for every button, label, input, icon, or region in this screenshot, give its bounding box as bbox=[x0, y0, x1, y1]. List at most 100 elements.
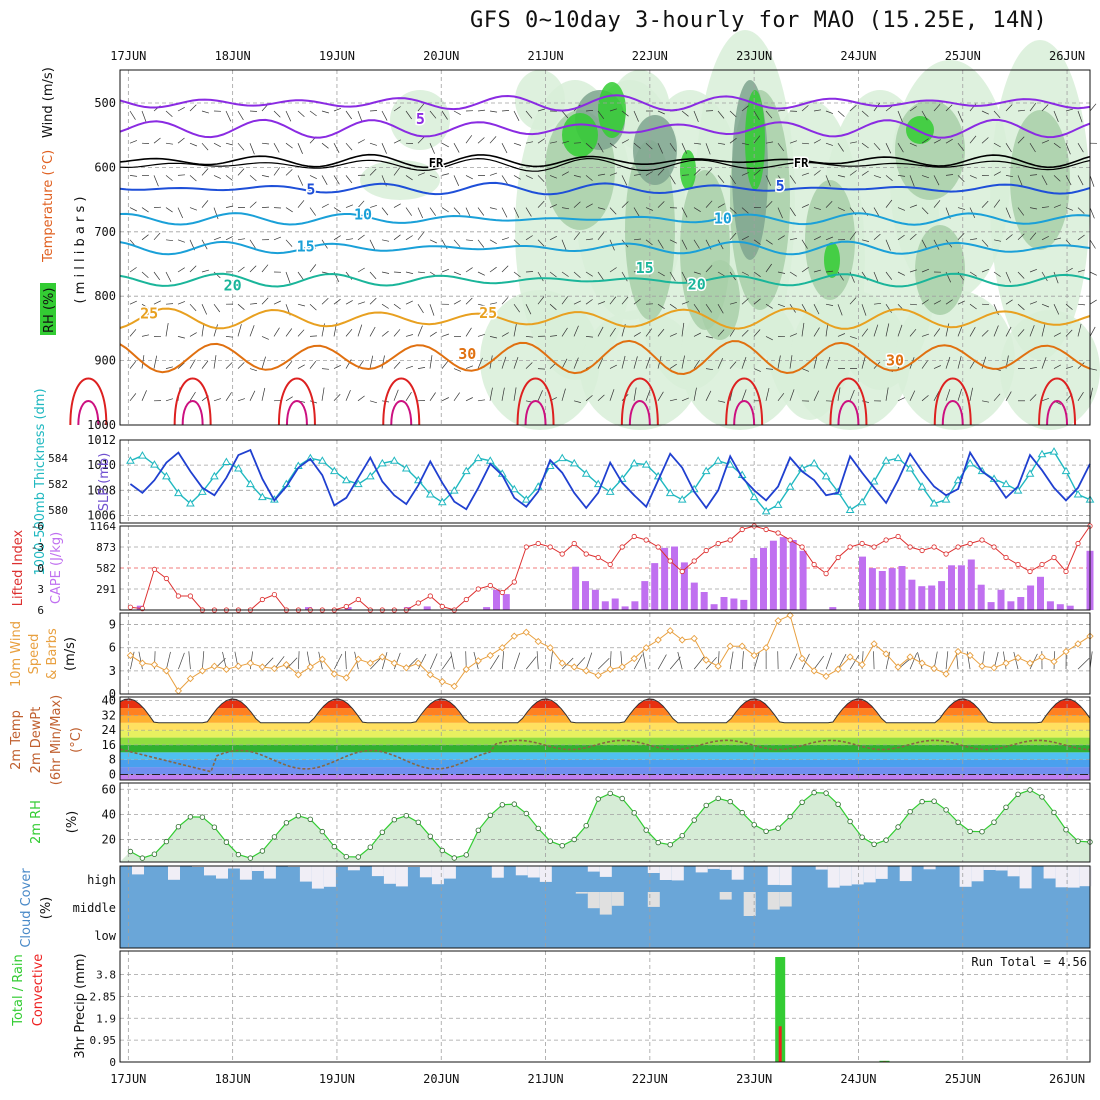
wind-barb bbox=[177, 106, 185, 112]
wind-barb bbox=[825, 142, 834, 146]
wind-barb bbox=[165, 239, 174, 242]
lifted-index-point bbox=[1015, 561, 1021, 568]
wind-barb bbox=[633, 268, 641, 273]
day-label-bottom: 25JUN bbox=[945, 1072, 981, 1086]
wind-barb bbox=[897, 271, 905, 276]
wind-barb bbox=[765, 239, 773, 245]
wind10m-axis-label: (m/s) bbox=[63, 637, 78, 671]
rh2m-point bbox=[703, 802, 709, 809]
rh2m-point bbox=[151, 851, 158, 857]
wind-barb bbox=[177, 207, 184, 219]
wind-barb bbox=[1053, 364, 1061, 369]
wind-barb bbox=[669, 303, 677, 309]
cloud-middle-gap bbox=[767, 892, 780, 910]
wind-barb bbox=[957, 175, 965, 182]
wind-barb bbox=[561, 171, 569, 176]
cape-bar bbox=[1066, 605, 1074, 610]
wind-barb bbox=[429, 392, 436, 401]
lifted-index-point bbox=[655, 544, 661, 550]
wind-barb bbox=[897, 143, 904, 153]
wind-barb bbox=[777, 207, 783, 219]
wind-barb bbox=[573, 357, 579, 369]
wind-barb bbox=[645, 239, 653, 246]
thickness-point bbox=[965, 458, 975, 467]
temp-tick-label: 32 bbox=[102, 708, 116, 722]
wind-barb bbox=[1017, 175, 1023, 187]
wind-barb bbox=[213, 398, 222, 402]
wind-barb bbox=[561, 388, 566, 401]
wind-barb bbox=[645, 207, 654, 211]
wind-barb-10m bbox=[501, 651, 504, 670]
wind-barb bbox=[1065, 143, 1071, 155]
wind-barb bbox=[801, 142, 810, 145]
temp-contour-35 bbox=[933, 377, 972, 426]
wind-barb bbox=[933, 239, 940, 250]
cape-bar bbox=[621, 606, 629, 610]
rh2m-tick-label: 60 bbox=[102, 782, 116, 796]
wind-barb-10m bbox=[286, 657, 298, 670]
lifted-index-point bbox=[943, 551, 949, 557]
wind-barb bbox=[609, 142, 617, 149]
wind-barb bbox=[465, 297, 473, 305]
temp-contour-35 bbox=[829, 377, 868, 426]
wind-barb bbox=[1089, 271, 1097, 276]
wind-barb bbox=[189, 265, 197, 273]
wind-barb bbox=[249, 368, 258, 372]
rh2m-point bbox=[355, 854, 361, 860]
wind-barb bbox=[1029, 102, 1037, 112]
wind-barb bbox=[321, 387, 325, 401]
wind-barb bbox=[729, 232, 737, 241]
wind-barb bbox=[309, 360, 317, 369]
cloud-high-gap bbox=[767, 866, 780, 885]
contour-label: 5 bbox=[776, 177, 785, 195]
wind-barb-10m bbox=[801, 653, 810, 670]
wind-barb bbox=[369, 239, 376, 250]
pressure-tick-label: 800 bbox=[94, 289, 116, 303]
wind-barb bbox=[741, 271, 749, 276]
wind-speed-point bbox=[330, 670, 338, 678]
thickness-point bbox=[1001, 479, 1011, 488]
wind-barb bbox=[1017, 109, 1026, 112]
rh2m-point bbox=[679, 833, 685, 839]
wind-speed-point bbox=[654, 636, 662, 644]
wind-barb bbox=[285, 239, 293, 247]
wind-barb bbox=[693, 332, 701, 337]
wind-barb bbox=[981, 329, 989, 337]
wind-barb bbox=[825, 270, 834, 273]
wind-barb bbox=[765, 141, 774, 144]
li-tick-label: -6 bbox=[31, 520, 44, 533]
wind-barb bbox=[129, 329, 137, 337]
wind-barb bbox=[489, 336, 498, 339]
wind-speed-point bbox=[462, 665, 470, 673]
temp-contour-40 bbox=[837, 400, 860, 426]
wind-speed-point bbox=[498, 644, 506, 652]
wind-barb bbox=[993, 199, 1001, 208]
lifted-index-point bbox=[547, 544, 553, 550]
cloud-high-gap bbox=[875, 866, 888, 879]
thickness-point bbox=[377, 458, 387, 467]
wind-barb bbox=[837, 333, 846, 337]
thickness-point bbox=[773, 500, 783, 508]
wind-barb bbox=[333, 394, 341, 402]
thickness-point bbox=[186, 499, 195, 507]
wind-barb bbox=[309, 239, 316, 249]
cloud-high-gap bbox=[347, 866, 360, 871]
wind-barb bbox=[813, 139, 821, 144]
wind-barb bbox=[405, 392, 412, 401]
wind-barb bbox=[825, 303, 834, 306]
lifted-index-point bbox=[271, 591, 277, 598]
wind-barb bbox=[1005, 299, 1013, 305]
wind-barb-10m bbox=[489, 655, 500, 670]
cape-bar bbox=[680, 562, 688, 610]
wind-speed-point bbox=[822, 672, 830, 680]
wind-barb bbox=[165, 323, 169, 337]
wind-speed-point bbox=[1050, 657, 1058, 666]
rh2m-area bbox=[120, 790, 1090, 862]
wind-barb bbox=[561, 296, 569, 305]
cloud-middle-gap bbox=[611, 892, 624, 906]
wind-barb bbox=[837, 175, 846, 178]
rh2m-unit-label: (%) bbox=[65, 811, 80, 834]
wind-barb bbox=[861, 356, 866, 369]
wind-barb bbox=[261, 297, 269, 305]
thickness-point bbox=[929, 499, 939, 507]
